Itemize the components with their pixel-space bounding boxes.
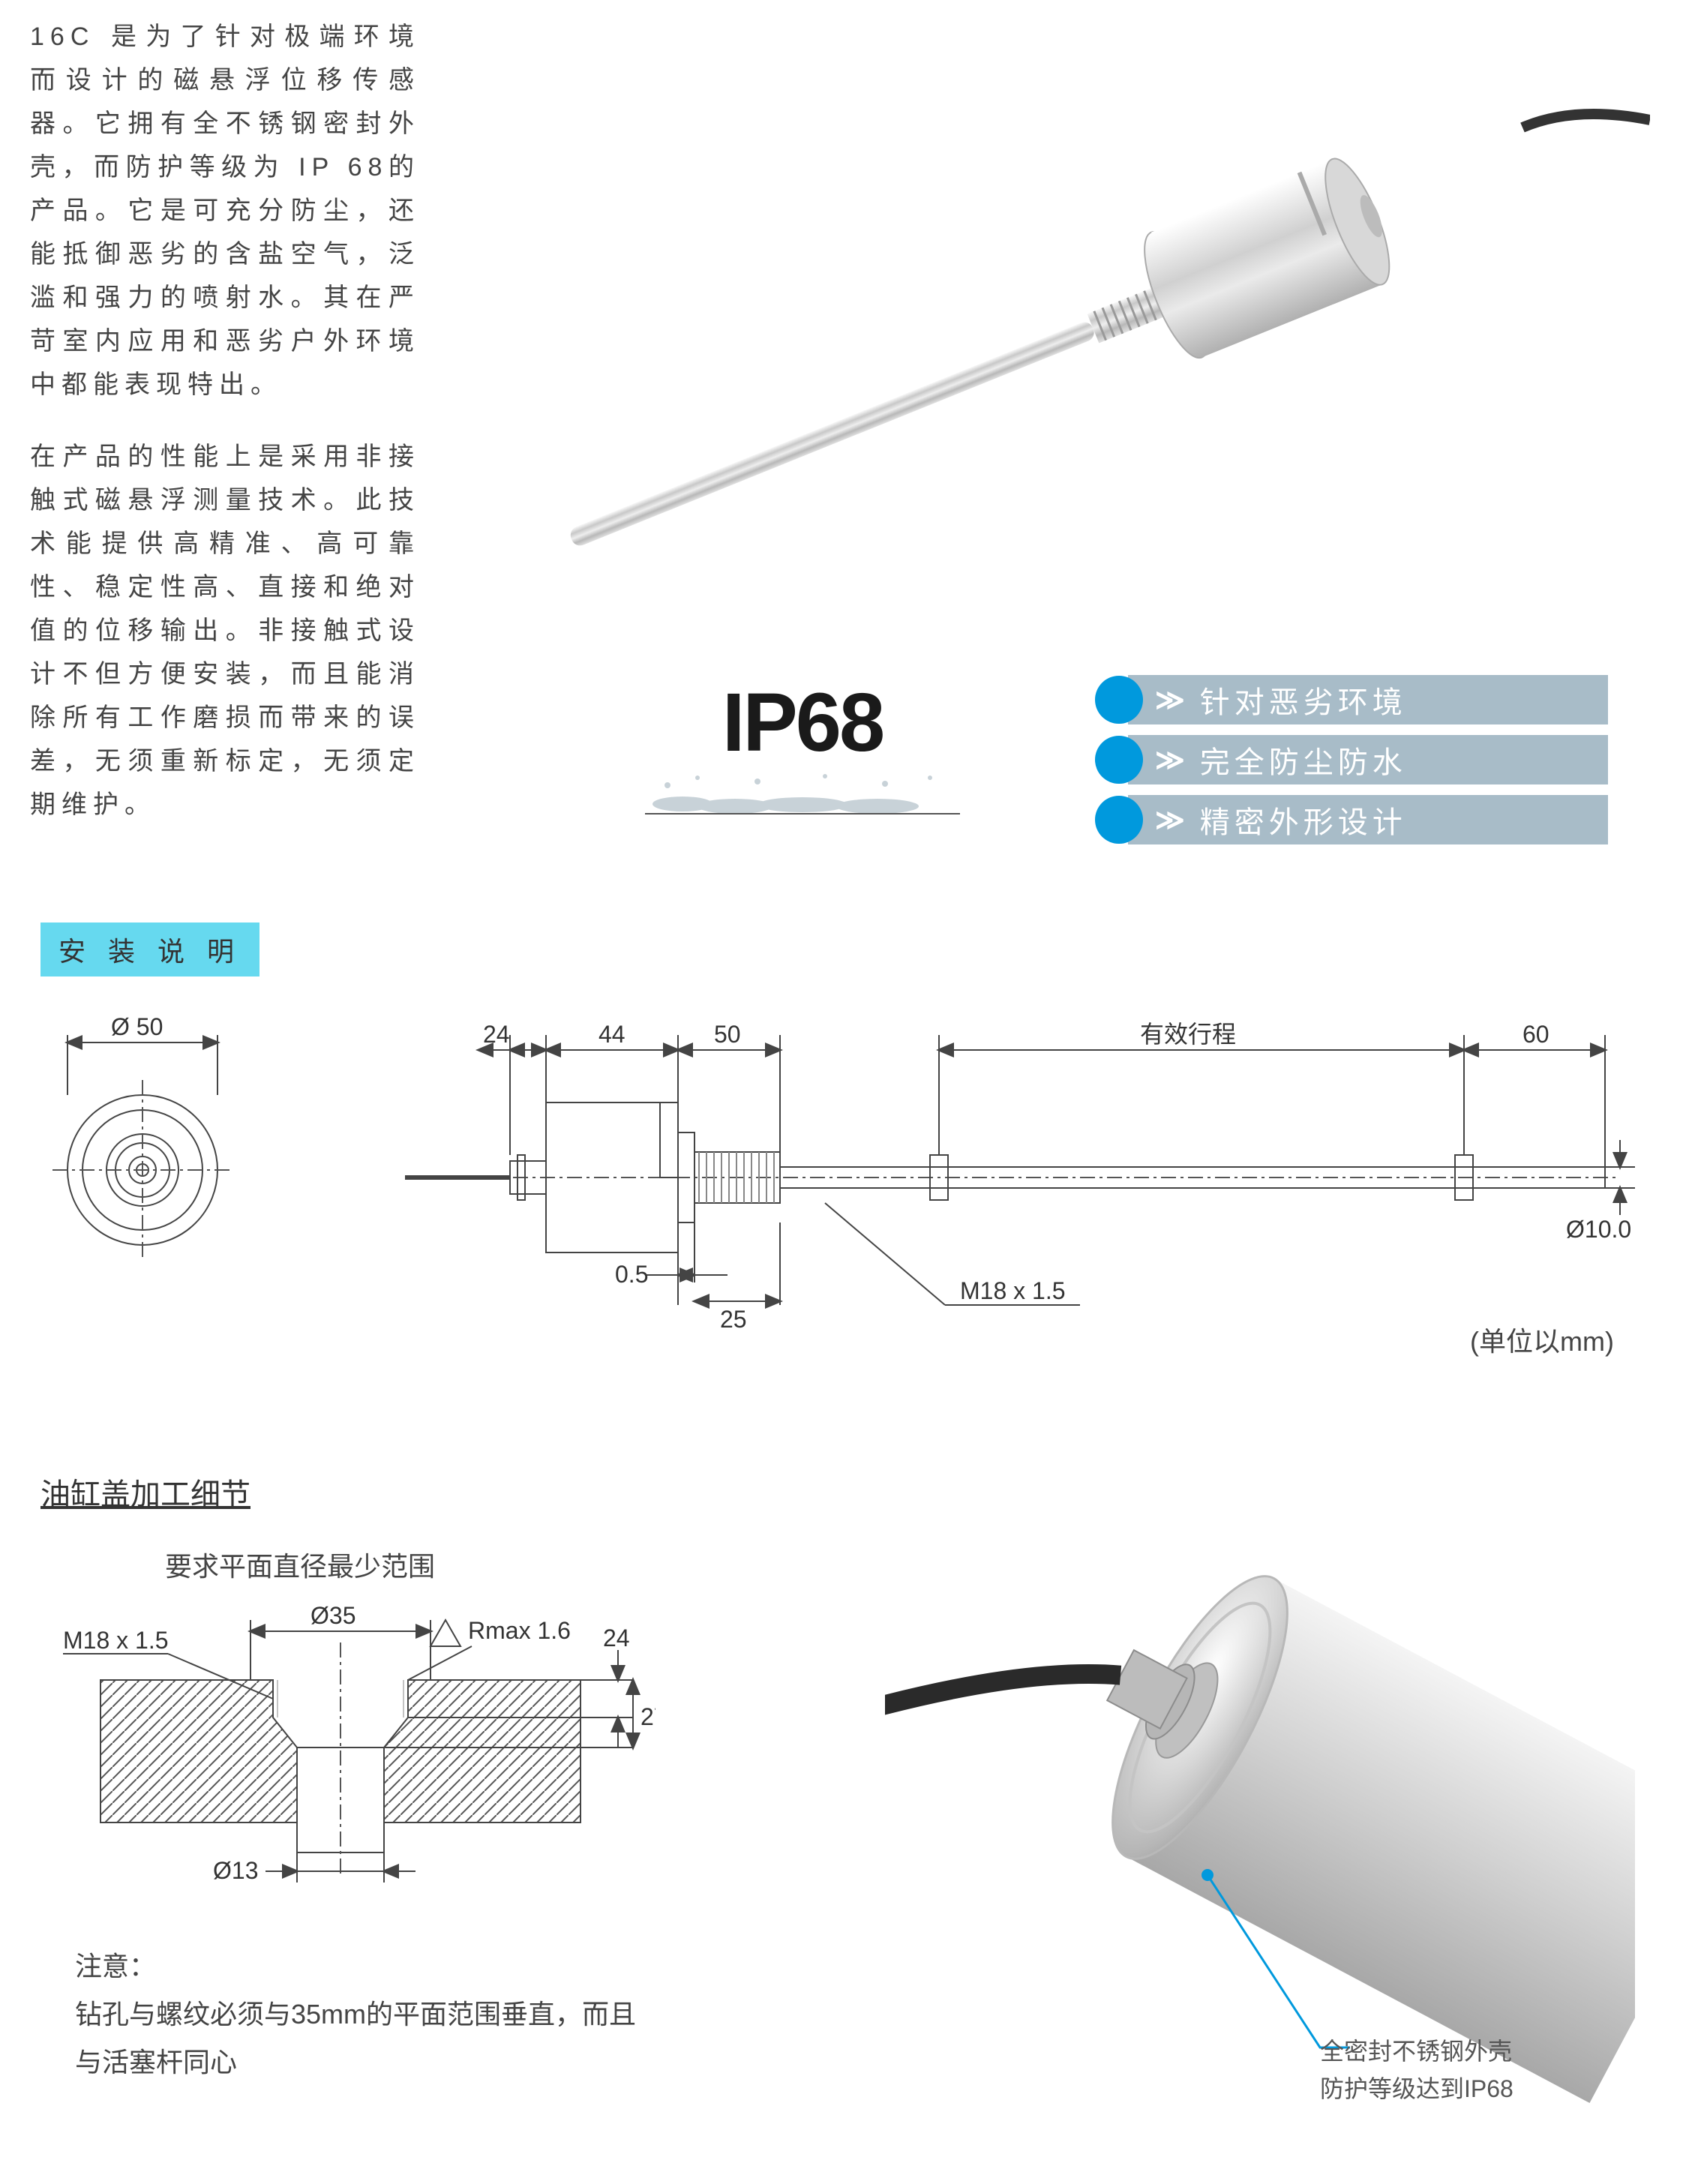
ip68-text: IP68 [645,675,960,770]
cap-heading: 油缸盖加工细节 [40,1470,250,1514]
svg-text:M18 x 1.5: M18 x 1.5 [63,1627,169,1654]
note-title: 注意： [75,1951,156,1982]
svg-text:有效行程: 有效行程 [1140,1021,1236,1048]
svg-text:Ø10.0: Ø10.0 [1566,1216,1631,1243]
svg-text:60: 60 [1522,1021,1550,1048]
svg-text:Ø35: Ø35 [310,1602,356,1629]
chevron-icon: ≫ [1155,743,1185,777]
intro-paragraph-2: 在产品的性能上是采用非接触式磁悬浮测量技术。此技术能提供高精准、高可靠性、稳定性… [30,435,420,826]
callout-line1: 全密封不锈钢外壳 [1320,2038,1512,2065]
intro-paragraph-1: 16C 是为了针对极端环境而设计的磁悬浮位移传感器。它拥有全不锈钢密封外壳，而防… [30,15,420,406]
feature-label: 针对恶劣环境 [1200,678,1407,722]
svg-text:Rmax 1.6: Rmax 1.6 [468,1617,571,1644]
svg-text:Ø13: Ø13 [213,1857,258,1884]
svg-text:27: 27 [640,1703,656,1730]
svg-text:50: 50 [714,1021,741,1048]
install-dimension-diagram: Ø 50 [30,1005,1650,1455]
note-block: 注意： 钻孔与螺纹必须与35mm的平面范围垂直，而且与活塞杆同心 [75,1942,660,2086]
svg-text:24: 24 [483,1021,510,1048]
feature-pill-3: ≫ 精密外形设计 [1095,795,1650,844]
pill-bullet-icon [1095,736,1143,784]
dim-body-diameter: Ø 50 [111,1013,163,1040]
pill-bullet-icon [1095,676,1143,724]
feature-pill-2: ≫ 完全防尘防水 [1095,735,1650,784]
feature-label: 精密外形设计 [1200,798,1407,842]
svg-text:M18 x 1.5: M18 x 1.5 [960,1277,1066,1304]
svg-text:0.5: 0.5 [615,1261,648,1288]
svg-text:44: 44 [598,1021,626,1048]
cap-detail-diagram: Ø35 Rmax 1.6 M18 x 1.5 24 27 Ø13 [40,1575,656,1912]
feature-pill-1: ≫ 针对恶劣环境 [1095,675,1650,724]
svg-text:24: 24 [603,1624,630,1652]
chevron-icon: ≫ [1155,683,1185,717]
note-body: 钻孔与螺纹必须与35mm的平面范围垂直，而且与活塞杆同心 [75,1999,636,2078]
ip68-logo: IP68 [645,675,960,819]
pill-bullet-icon [1095,796,1143,844]
svg-text:25: 25 [720,1306,747,1333]
install-heading: 安 装 说 明 [40,922,260,976]
callout-line2: 防护等级达到IP68 [1320,2075,1514,2102]
chevron-icon: ≫ [1155,803,1185,837]
unit-label: (单位以mm) [1470,1320,1614,1359]
callout-text: 全密封不锈钢外壳 防护等级达到IP68 [1320,2032,1514,2108]
feature-pills: ≫ 针对恶劣环境 ≫ 完全防尘防水 ≫ 精密外形设计 [1095,675,1650,855]
feature-label: 完全防尘防水 [1200,738,1407,782]
product-sensor-image [525,45,1650,608]
